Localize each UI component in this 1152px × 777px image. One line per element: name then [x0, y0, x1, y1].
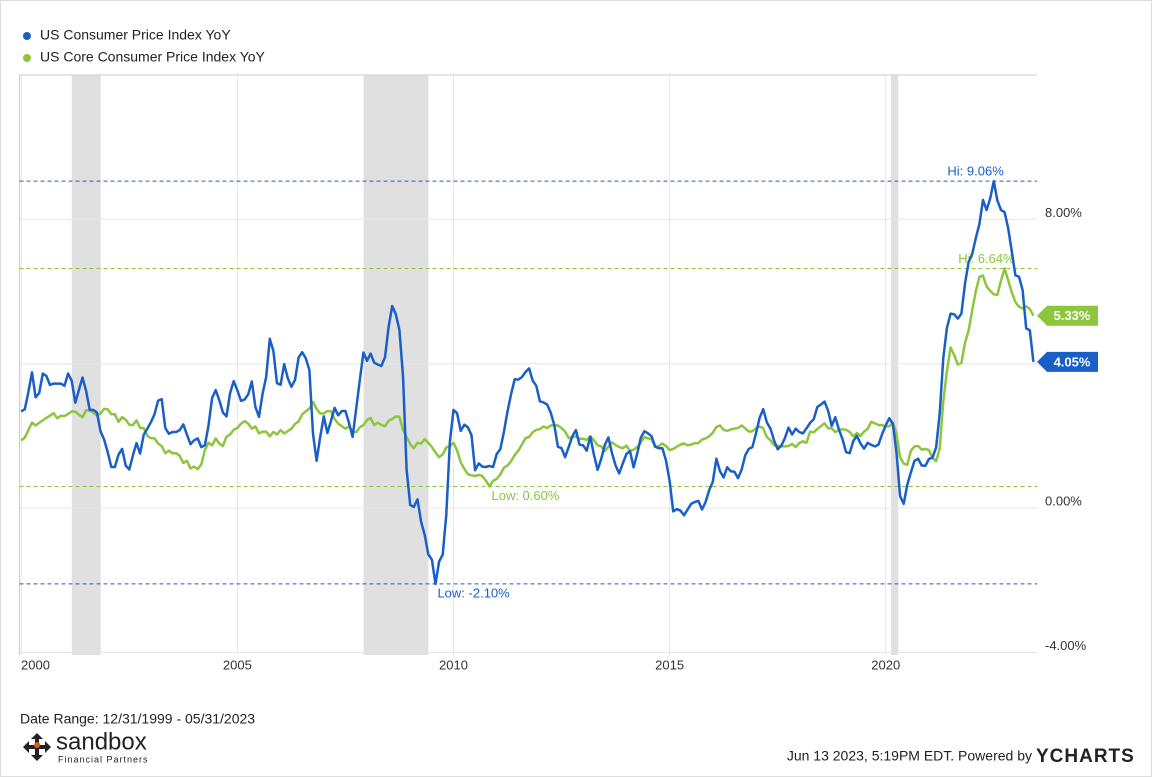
plot-border: [19, 74, 1037, 655]
x-tick-label: 2000: [21, 657, 50, 672]
reference-label: Hi: 6.64%: [958, 251, 1015, 266]
recession-band: [890, 75, 899, 655]
end-badge: [1037, 351, 1098, 372]
date-range: Date Range: 12/31/1999 - 05/31/2023: [20, 711, 255, 727]
legend-label: US Consumer Price Index YoY: [40, 27, 231, 43]
legend-label: US Core Consumer Price Index YoY: [40, 49, 266, 65]
y-tick-label: -4.00%: [1045, 638, 1087, 653]
end-label: 4.05%: [1054, 354, 1091, 369]
logo-subtitle: Financial Partners: [58, 754, 149, 764]
legend-marker: [23, 32, 31, 40]
recession-band: [71, 75, 101, 655]
logo: [23, 733, 51, 761]
reference-label: Low: -2.10%: [437, 585, 510, 600]
end-badge: [1037, 305, 1098, 326]
legend-marker: [23, 54, 31, 62]
y-tick-label: 0.00%: [1045, 494, 1082, 509]
x-tick-label: 2010: [439, 657, 468, 672]
series-line: [20, 179, 1035, 586]
logo-dot: [34, 742, 40, 748]
reference-label: Hi: 9.06%: [947, 164, 1004, 179]
x-tick-label: 2015: [655, 657, 684, 672]
brand: YCHARTS: [1036, 746, 1135, 767]
y-tick-label: 8.00%: [1045, 205, 1082, 220]
series-line: [20, 267, 1035, 488]
x-tick-label: 2020: [871, 657, 900, 672]
end-label: 5.33%: [1054, 308, 1091, 323]
x-tick-label: 2005: [223, 657, 252, 672]
timestamp: Jun 13 2023, 5:19PM EDT. Powered by: [787, 748, 1032, 764]
logo-name: sandbox: [56, 728, 147, 755]
reference-label: Low: 0.60%: [491, 488, 559, 503]
recession-band: [363, 75, 429, 655]
